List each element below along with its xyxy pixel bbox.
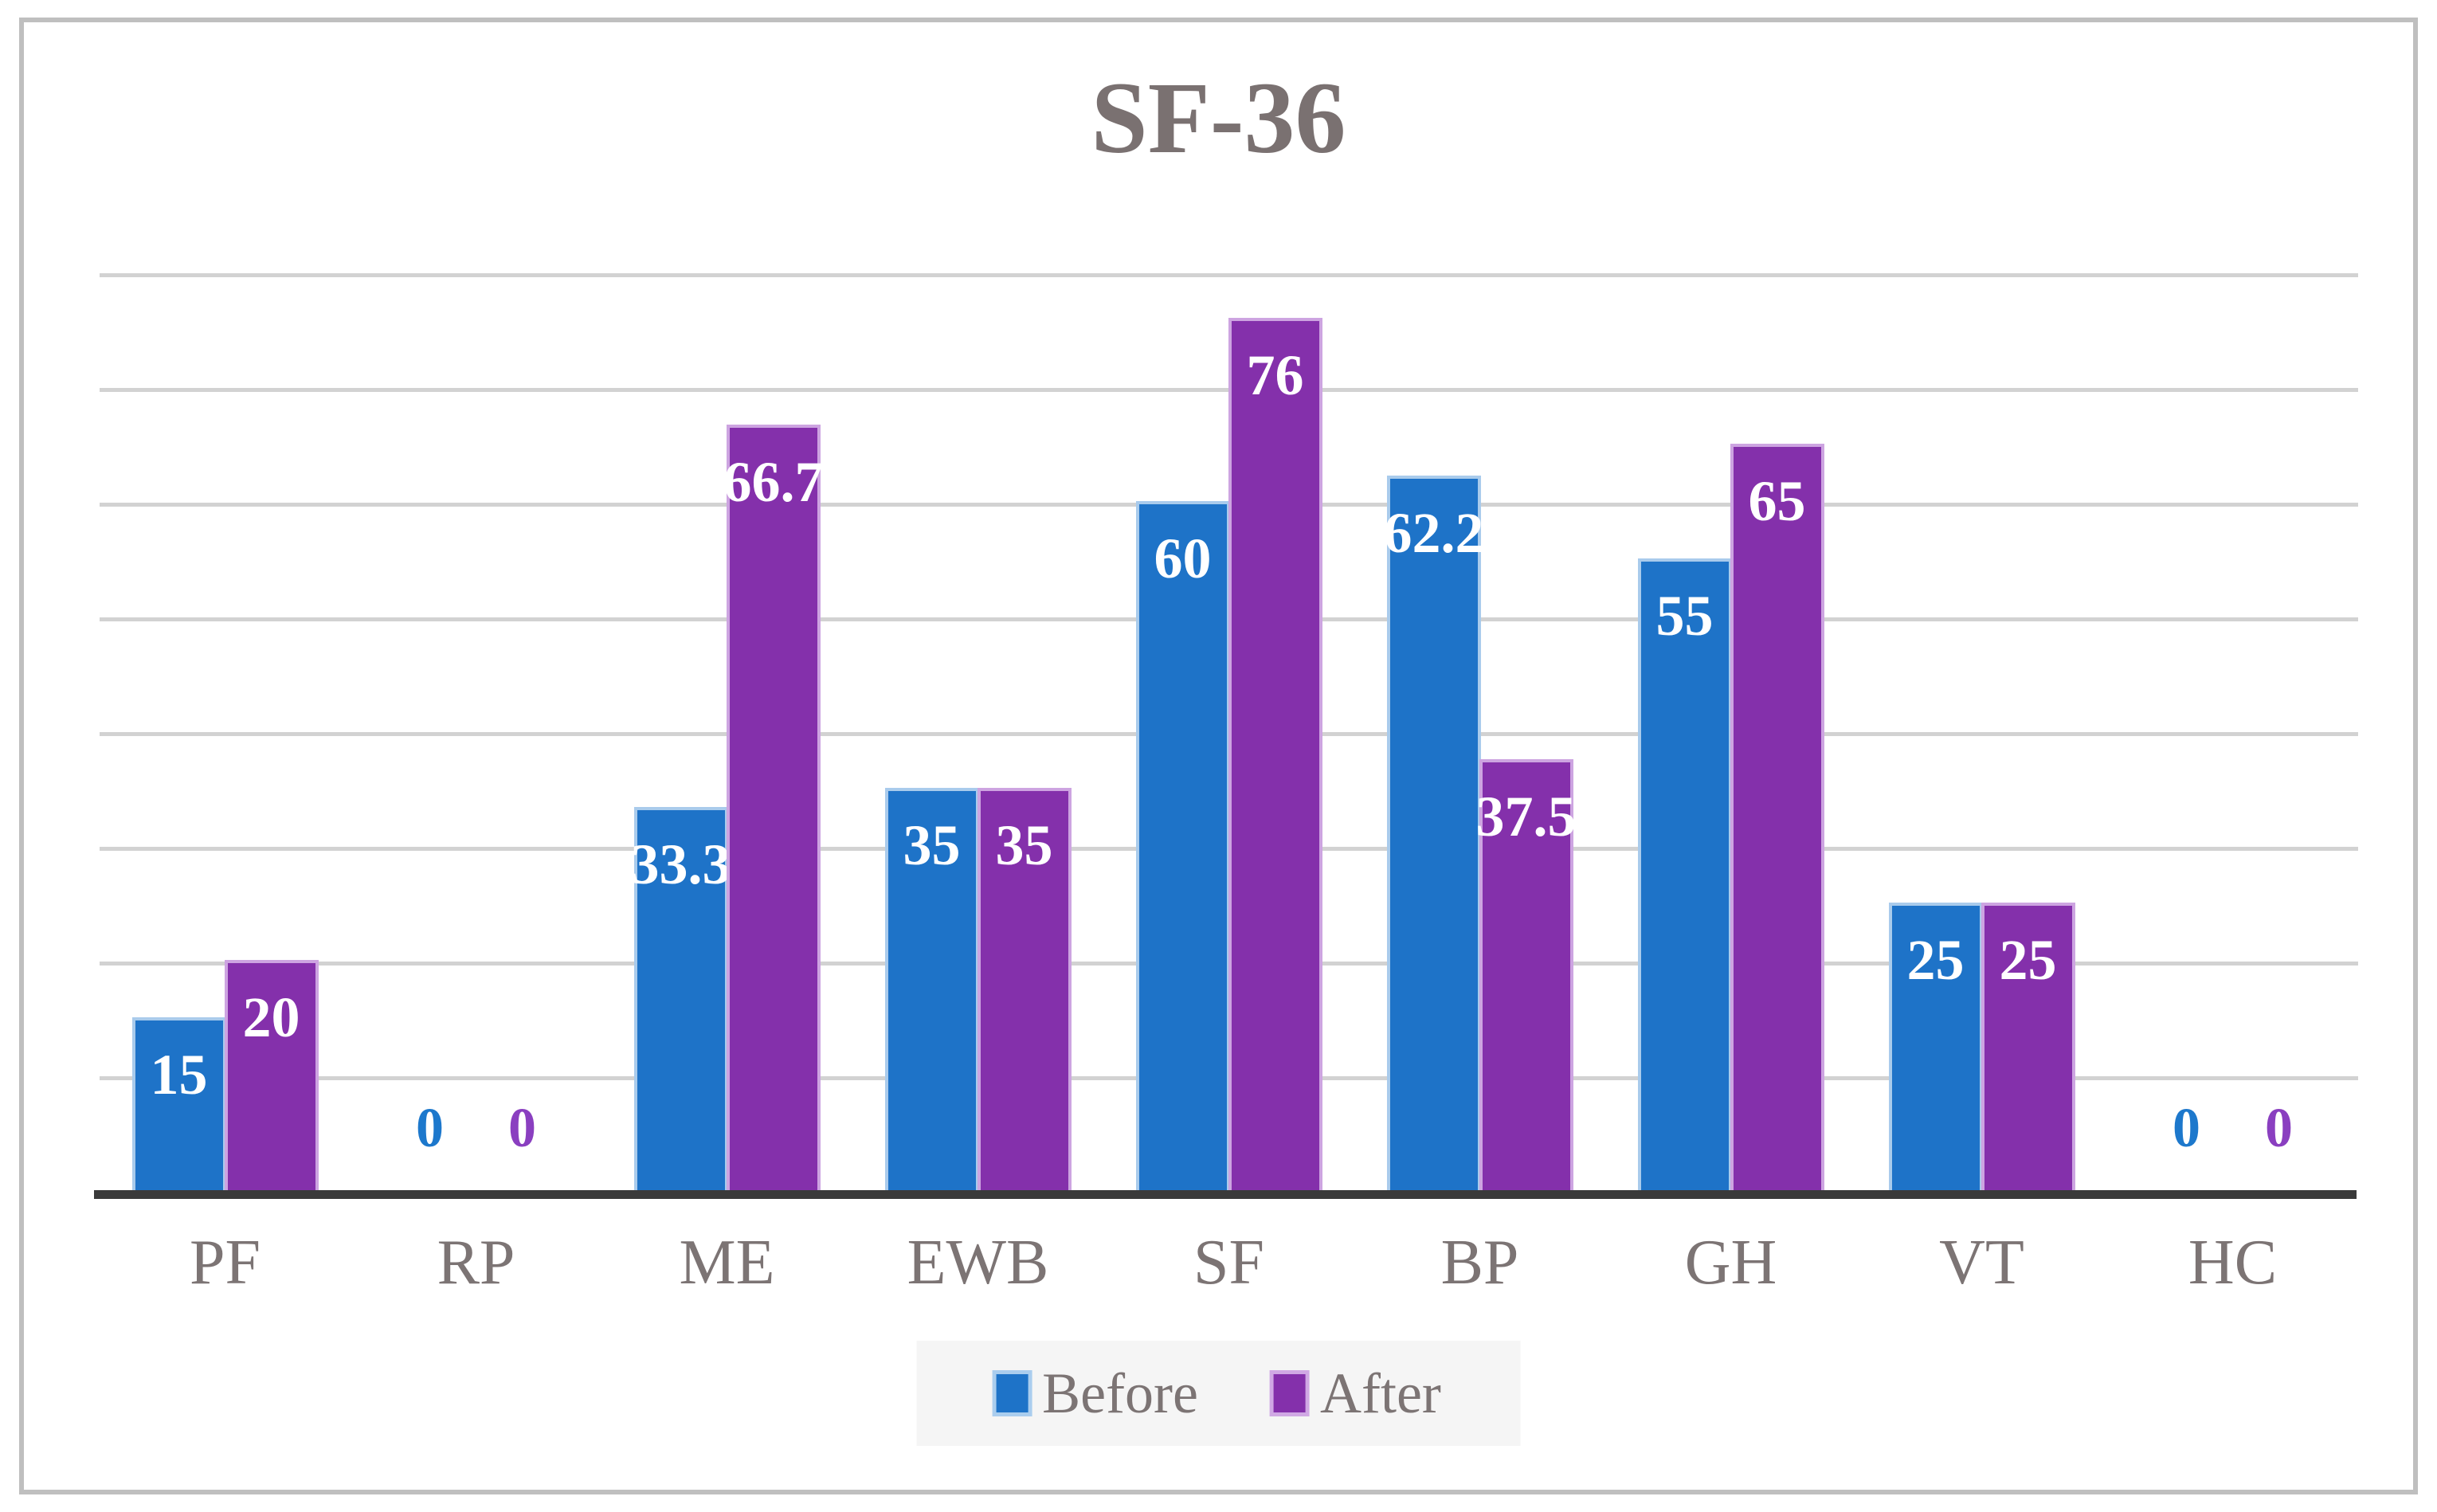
bar-group-PF: 15 20 — [100, 239, 351, 1193]
data-label-after-EWB: 35 — [995, 813, 1053, 877]
chart-title: SF-36 — [1091, 61, 1346, 174]
x-axis-label-HC: HC — [2188, 1228, 2278, 1298]
data-label-before-PF: 15 — [150, 1043, 208, 1107]
x-axis-label-GH: GH — [1684, 1228, 1777, 1298]
gridline — [100, 273, 2358, 277]
gridline — [100, 1076, 2358, 1080]
data-label-after-RP: 0 — [508, 1098, 536, 1159]
data-label-before-BP: 62.2 — [1383, 501, 1484, 566]
data-label-before-VT: 25 — [1906, 928, 1965, 992]
x-axis-label-VT: VT — [1939, 1228, 2024, 1298]
bar-group-GH: 55 65 — [1605, 239, 1856, 1193]
bar-before-SF: 60 — [1138, 504, 1227, 1193]
bar-before-PF: 15 — [135, 1020, 223, 1193]
bar-after-EWB: 35 — [980, 791, 1068, 1193]
x-axis-line — [94, 1190, 2357, 1199]
gridline — [100, 847, 2358, 851]
bar-before-GH: 55 — [1640, 562, 1729, 1193]
chart-border — [19, 18, 2418, 1494]
bar-after-ME: 66.7 — [723, 427, 824, 1193]
data-label-after-GH: 65 — [1748, 469, 1806, 533]
bar-group-BP: 62.2 37.5 — [1354, 239, 1605, 1193]
bar-after-SF: 76 — [1231, 320, 1319, 1193]
x-axis-label-PF: PF — [190, 1228, 261, 1298]
gridline — [100, 732, 2358, 736]
bar-before-EWB: 35 — [887, 791, 976, 1193]
data-label-before-GH: 55 — [1655, 584, 1714, 648]
bar-after-GH: 65 — [1733, 447, 1821, 1193]
legend-label-after: After — [1319, 1361, 1441, 1425]
data-label-before-HC: 0 — [2173, 1098, 2200, 1159]
bar-before-BP: 62.2 — [1384, 479, 1484, 1193]
data-label-before-RP: 0 — [416, 1098, 444, 1159]
legend-swatch-after — [1273, 1374, 1306, 1412]
bar-after-VT: 25 — [1984, 906, 2072, 1193]
bar-before-VT: 25 — [1891, 906, 1980, 1193]
legend-item-after: After — [1273, 1361, 1441, 1425]
data-label-after-HC: 0 — [2265, 1098, 2293, 1159]
data-label-before-ME: 33.3 — [630, 832, 731, 897]
bar-after-PF: 20 — [227, 963, 315, 1193]
data-label-before-SF: 60 — [1154, 527, 1212, 590]
plot-area: 15 20 0 0 33.3 66.7 35 35 60 76 62.2 37.5 55 65 25 25 0 0 — [100, 239, 2358, 1193]
data-label-after-PF: 20 — [242, 985, 300, 1049]
legend-swatch-before — [996, 1374, 1028, 1412]
bar-before-ME: 33.3 — [631, 810, 731, 1193]
data-label-after-BP: 37.5 — [1475, 785, 1577, 848]
legend-label-before: Before — [1042, 1361, 1198, 1425]
x-axis-labels: PF RP ME EWB SF BP GH VT HC — [100, 1231, 2358, 1295]
legend: Before After — [916, 1341, 1521, 1446]
gridline — [100, 617, 2358, 621]
legend-item-before: Before — [996, 1365, 1198, 1422]
x-axis-label-EWB: EWB — [907, 1228, 1049, 1298]
bar-group-SF: 60 76 — [1103, 239, 1354, 1193]
x-axis-label-RP: RP — [437, 1228, 515, 1298]
x-axis-label-BP: BP — [1440, 1228, 1519, 1298]
gridline — [100, 388, 2358, 392]
data-label-after-VT: 25 — [1999, 928, 2057, 992]
x-axis-label-ME: ME — [679, 1228, 775, 1298]
bar-after-BP: 37.5 — [1476, 762, 1577, 1193]
bar-group-VT: 25 25 — [1856, 239, 2107, 1193]
bar-group-ME: 33.3 66.7 — [601, 239, 852, 1193]
gridline — [100, 962, 2358, 966]
x-axis-label-SF: SF — [1193, 1228, 1264, 1298]
data-label-after-SF: 76 — [1246, 343, 1304, 407]
gridline — [100, 503, 2358, 507]
bar-group-EWB: 35 35 — [852, 239, 1103, 1193]
data-label-before-EWB: 35 — [903, 813, 961, 877]
data-label-after-ME: 66.7 — [723, 449, 824, 514]
